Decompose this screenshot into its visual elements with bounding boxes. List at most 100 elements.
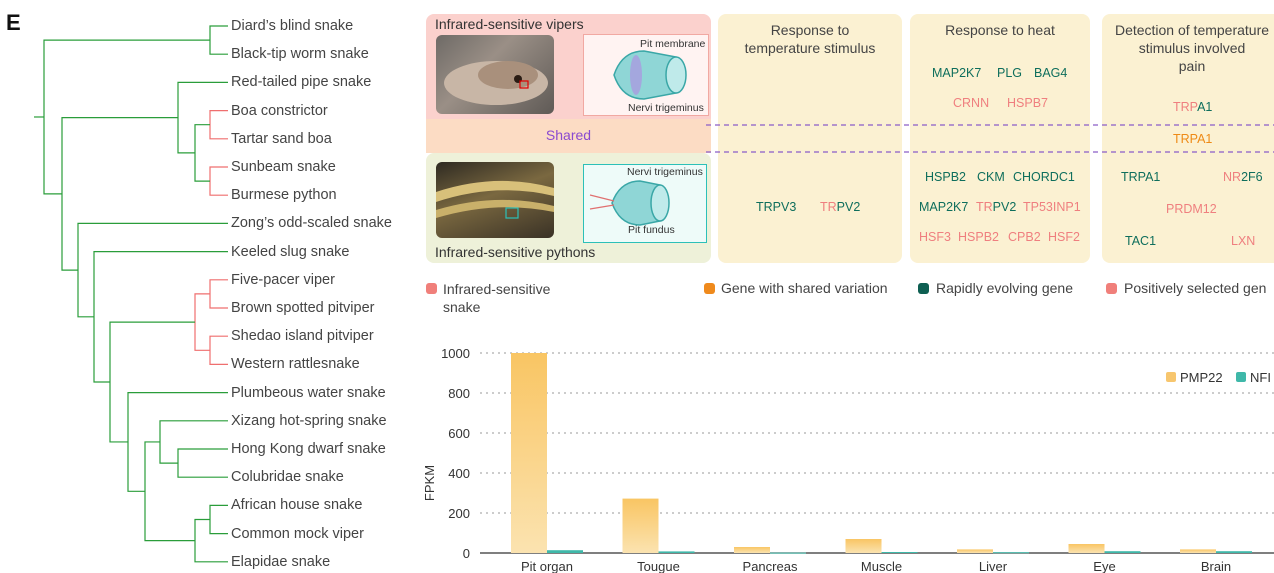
species-label: African house snake [231,497,363,514]
gene-cpb2: CPB2 [1008,230,1041,244]
shared-band [426,119,711,153]
legend-rapid-swatch [918,283,929,294]
species-label: Five-pacer viper [231,271,335,288]
phylogenetic-tree [34,25,228,563]
python-head-image [436,180,554,219]
species-label: Western rattlesnake [231,356,360,373]
panel-letter: E [6,10,21,35]
tree-branch [209,25,228,55]
bar-nfi [770,552,806,554]
legend-positive: Positively selected gen [1124,280,1267,296]
python-title: Infrared-sensitive pythons [435,244,596,260]
bar-nfi [993,552,1029,554]
x-tick-label: Pit organ [521,559,573,573]
tree-branch [209,110,228,140]
y-tick-label: 1000 [441,346,470,361]
python-nervi-label: Nervi trigeminus [627,166,703,178]
python-photo [436,162,554,238]
gene-plg: PLG [997,66,1023,80]
bar-pmp22 [1068,544,1105,553]
gene-trpv2-heat: TRPV2 [976,200,1016,214]
column-heat [910,14,1090,263]
bar-nfi [1216,551,1252,553]
tree-branch [194,124,210,182]
y-tick-label: 400 [448,466,470,481]
legend-rapid: Rapidly evolving gene [936,280,1073,296]
viper-pit-diagram [583,34,709,116]
column-pain [1102,14,1274,263]
gene-hspb2: HSPB2 [925,170,966,184]
pit-fundus-label: Pit fundus [628,224,675,236]
column-title-temperature: Response to temperature stimulus [718,21,902,57]
tree-branch [93,251,228,383]
gene-trpv3: TRPV3 [756,200,797,214]
viper-nervi-label: Nervi trigeminus [628,102,704,114]
y-tick-label: 800 [448,386,470,401]
gene-trpv2: TRPV2 [820,200,860,214]
tree-branch [43,39,210,195]
gene-trpa1-viper: TRPA1 [1173,100,1212,114]
tree-branch [209,166,228,196]
gene-hspb2-python: HSPB2 [958,230,999,244]
gene-part: TRP [1173,100,1198,114]
species-label: Burmese python [231,187,337,204]
bar-pmp22 [622,498,659,553]
species-label: Sunbeam snake [231,159,336,175]
legend-positive-swatch [1106,283,1117,294]
gene-tac1: TAC1 [1125,234,1157,248]
y-tick-label: 0 [463,546,470,561]
gene-bag4: BAG4 [1034,66,1068,80]
gene-part: TR [820,200,837,214]
gene-part: PV2 [992,200,1017,214]
column-title-heat: Response to heat [910,21,1090,39]
fpkm-bar-chart: 0 200 400 600 800 1000 FPKM Pit organ Tougue Panc… [422,346,1274,573]
species-label: Boa constrictor [231,102,328,119]
shared-separator-lines [706,124,1274,153]
x-tick-label: Liver [979,559,1008,573]
tree-branch [77,222,228,318]
gene-prdm12: PRDM12 [1166,202,1217,216]
tree-branch [209,335,228,365]
gene-lxn: LXN [1231,234,1256,248]
python-pit-diagram [583,164,707,243]
y-tick-label: 600 [448,426,470,441]
column-temperature [718,14,902,263]
gene-hsf2: HSF2 [1048,230,1080,244]
gene-part: NR [1223,170,1242,184]
legend-shared: Gene with shared variation [721,280,888,296]
bar-nfi [881,552,918,553]
bar-nfi [658,551,695,553]
column-title-line: Detection of temperature [1114,22,1270,38]
bar-pmp22 [511,353,547,553]
x-tick-label: Tougue [637,559,680,573]
tree-branch [194,293,210,351]
pit-membrane-label: Pit membrane [640,38,706,50]
legend-pmp22-swatch [1166,372,1176,382]
legend-infrared-swatch [426,283,437,294]
bar-pmp22 [734,547,770,553]
species-label: Colubridae snake [231,469,344,486]
column-title-line: pain [1178,58,1206,74]
y-tick-label: 200 [448,506,470,521]
gene-part: A1 [1197,100,1213,114]
column-title-line: stimulus involved [1138,40,1246,56]
column-title-line: Response to [770,22,850,38]
species-label: Plumbeous water snake [231,384,386,401]
bar-nfi [547,550,583,553]
species-label: Common mock viper [231,525,364,542]
legend-nfi-swatch [1236,372,1246,382]
legend-infrared-line: snake [443,299,481,315]
species-label: Tartar sand boa [231,130,332,147]
gene-hspb7: HSPB7 [1007,96,1048,110]
shared-label: Shared [545,127,592,143]
x-tick-label: Eye [1093,559,1115,573]
gene-part: PV2 [836,200,861,214]
species-label: Elapidae snake [231,553,331,570]
gene-trpa1-shared: TRPA1 [1173,132,1213,146]
legend-pmp22: PMP22 [1180,370,1223,385]
y-axis-label: FPKM [422,465,437,501]
gene-crnn: CRNN [953,96,990,110]
legend-infrared: Infrared-sensitive snake [443,280,550,316]
gene-part: TR [976,200,993,214]
tree-branch [109,321,195,443]
